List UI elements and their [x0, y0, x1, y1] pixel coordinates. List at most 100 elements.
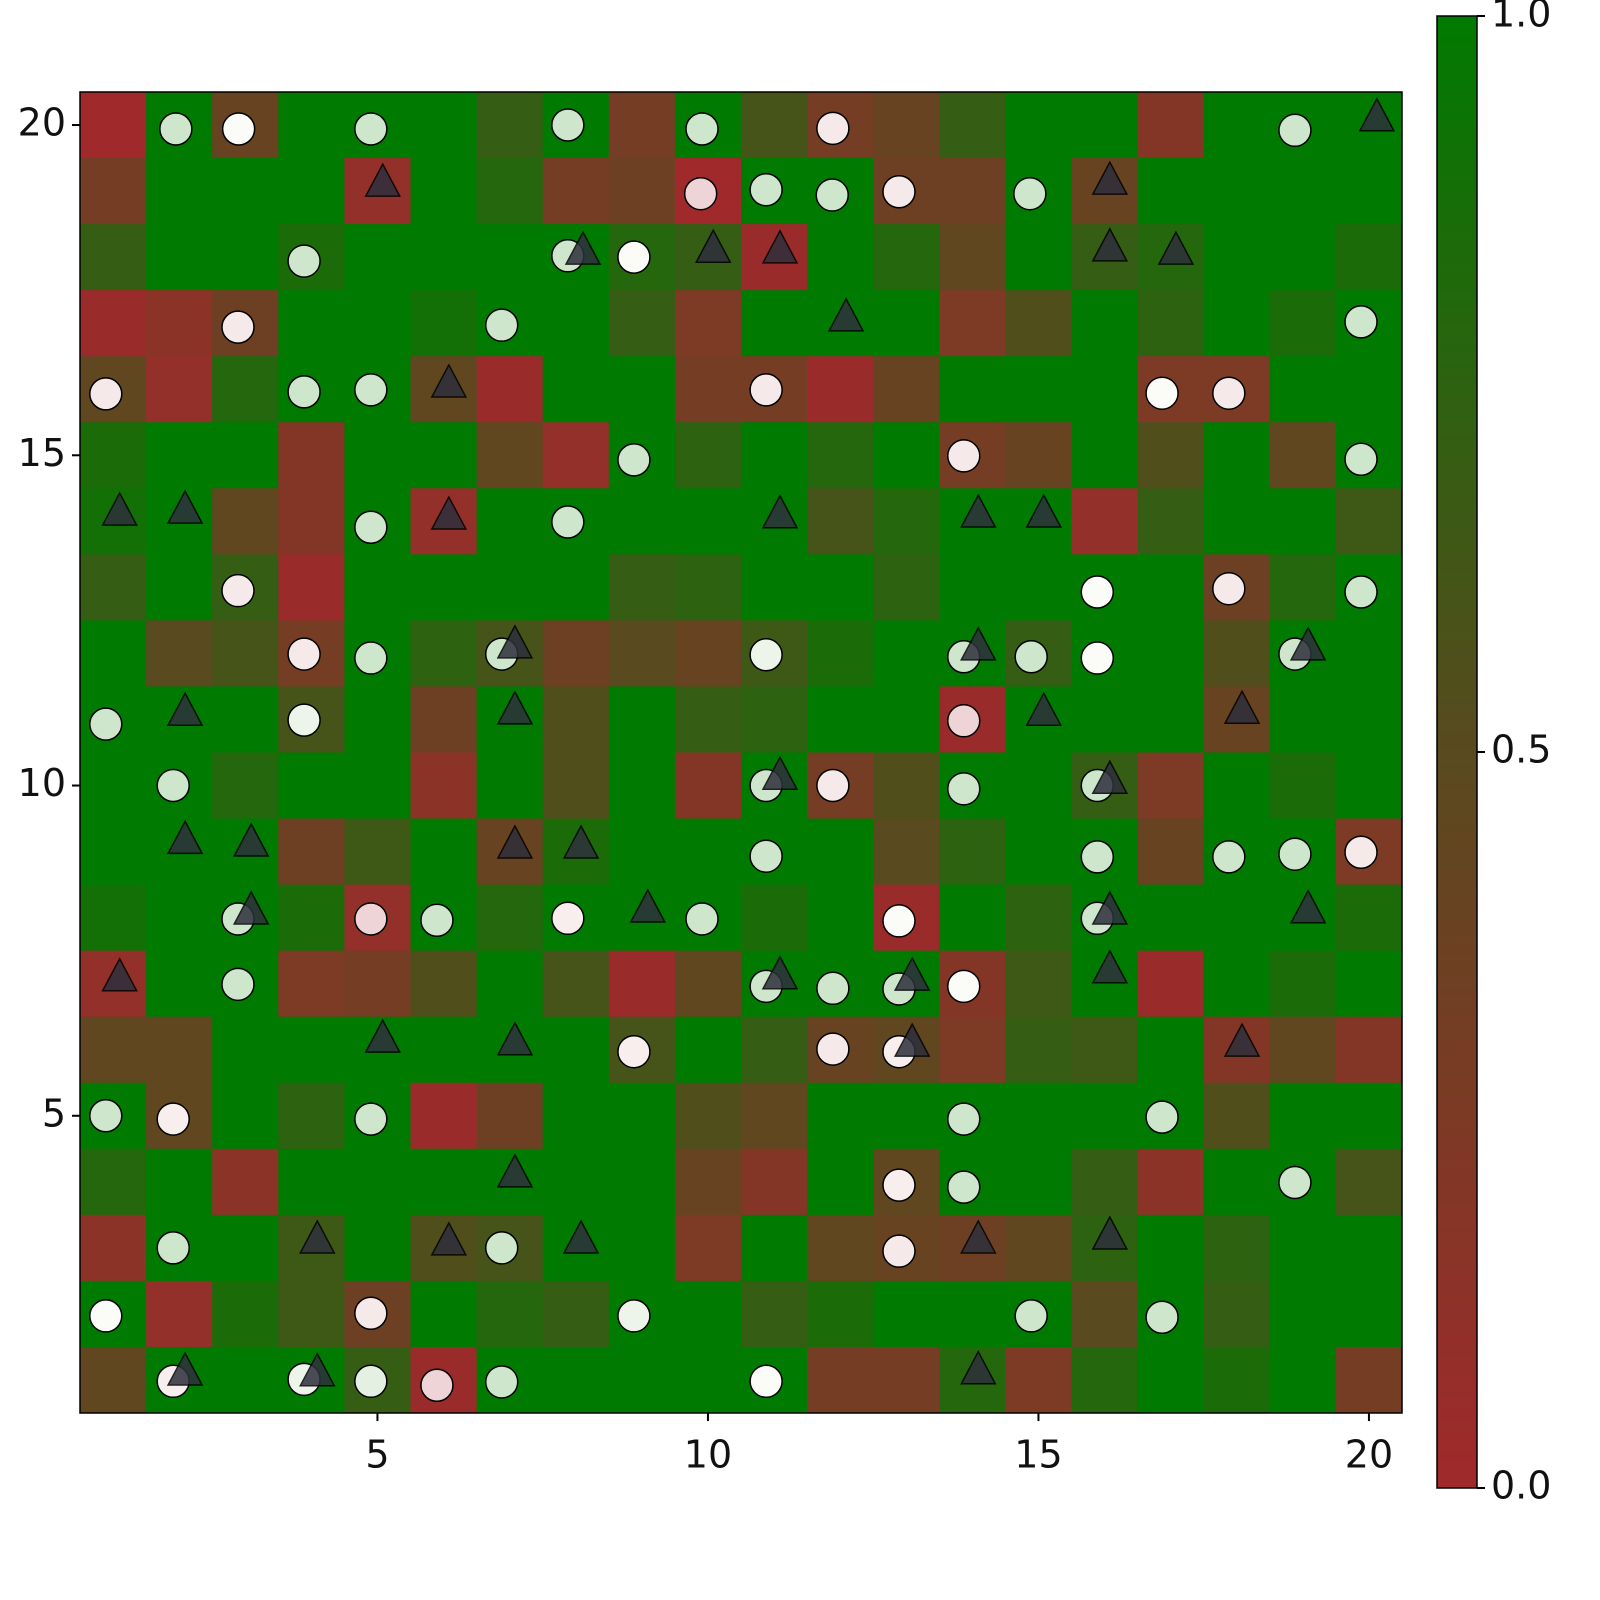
heatmap-cell: [476, 224, 544, 291]
heatmap-cell: [1005, 422, 1072, 489]
heatmap-cell: [542, 1016, 610, 1084]
heatmap-cell: [939, 1280, 1006, 1348]
heatmap-cell: [344, 422, 411, 489]
circle-marker: [749, 637, 783, 672]
heatmap-cell: [212, 488, 279, 555]
triangle-marker: [761, 755, 799, 791]
y-tick-label: 5: [42, 1091, 66, 1135]
heatmap-cell: [410, 950, 478, 1018]
heatmap-cell: [80, 1214, 147, 1282]
triangle-marker: [1025, 691, 1062, 726]
heatmap-cell: [410, 1016, 478, 1084]
heatmap-cell: [212, 1214, 279, 1282]
heatmap-cell: [212, 1346, 279, 1414]
heatmap-cell: [146, 620, 213, 687]
heatmap-cell: [80, 158, 147, 225]
circle-marker: [1080, 575, 1115, 609]
heatmap-cell: [608, 290, 676, 357]
heatmap-cell: [476, 488, 544, 555]
heatmap-cell: [1335, 1346, 1403, 1414]
heatmap-cell: [608, 752, 676, 820]
heatmap-cell: [674, 620, 742, 687]
heatmap-cell: [674, 1016, 742, 1084]
heatmap-cell: [410, 1082, 478, 1150]
circle-marker: [882, 904, 916, 938]
heatmap-cell: [344, 686, 411, 753]
triangle-marker: [166, 819, 204, 855]
heatmap-cell: [608, 620, 676, 687]
heatmap-cell: [608, 554, 676, 621]
circle-marker: [1080, 641, 1115, 675]
heatmap-cell: [410, 290, 478, 357]
heatmap-cell: [741, 1214, 808, 1282]
heatmap-cell: [873, 818, 940, 886]
heatmap-cell: [1005, 1148, 1072, 1216]
x-tick-label: 20: [1345, 1433, 1393, 1477]
heatmap-cell: [278, 488, 345, 555]
heatmap-cell: [344, 290, 411, 357]
heatmap-cell: [807, 818, 874, 886]
heatmap-cell: [807, 1082, 874, 1150]
heatmap-cell: [278, 1016, 345, 1084]
heatmap-cell: [873, 620, 940, 687]
triangle-marker: [232, 822, 270, 857]
heatmap-cell: [278, 92, 345, 159]
circle-marker: [1212, 840, 1246, 874]
heatmap-cell: [344, 1214, 411, 1282]
heatmap-cell: [939, 356, 1006, 423]
heatmap-cell: [1203, 1346, 1271, 1414]
heatmap-cell: [410, 92, 478, 159]
heatmap-cell: [873, 686, 940, 753]
heatmap-cell: [608, 1346, 676, 1414]
heatmap-cell: [476, 92, 544, 159]
heatmap-cell: [542, 1082, 610, 1150]
heatmap-cell: [212, 752, 279, 820]
heatmap-cell: [80, 224, 147, 291]
circle-marker: [947, 704, 981, 738]
heatmap-cell: [278, 950, 345, 1018]
heatmap-cell: [873, 488, 940, 555]
heatmap-cell: [212, 620, 279, 687]
circle-marker: [221, 573, 255, 608]
circle-marker: [617, 1299, 651, 1333]
x-tick-label: 10: [684, 1433, 732, 1477]
circle-marker: [1344, 442, 1378, 476]
heatmap-cell: [278, 1082, 345, 1150]
heatmap-cell: [1137, 554, 1205, 621]
heatmap-cell: [807, 1214, 874, 1282]
plot-frame: [79, 91, 1403, 1414]
x-tick-label: 15: [1014, 1433, 1062, 1477]
heatmap-cell: [146, 1016, 213, 1084]
heatmap-cell: [807, 1148, 874, 1216]
heatmap-cell: [278, 290, 345, 357]
x-tick-label: 5: [365, 1433, 389, 1477]
triangle-marker: [1223, 1022, 1261, 1057]
circle-marker: [749, 373, 783, 407]
heatmap-cell: [80, 1346, 147, 1414]
circle-marker: [354, 510, 388, 545]
heatmap-cell: [1005, 224, 1072, 291]
heatmap-cell: [410, 554, 478, 621]
heatmap-cell: [212, 1148, 279, 1216]
heatmap-cell: [1269, 488, 1337, 555]
circle-marker: [287, 703, 321, 737]
circle-marker: [749, 173, 783, 207]
heatmap-cell: [807, 554, 874, 621]
heatmap-cell: [542, 620, 610, 687]
heatmap-cell: [212, 1280, 279, 1348]
heatmap-cell: [608, 686, 676, 753]
triangle-marker: [430, 363, 468, 398]
circle-marker: [1344, 575, 1378, 609]
heatmap-cell: [608, 158, 676, 225]
heatmap-cell: [1005, 950, 1072, 1018]
heatmap-cell: [608, 488, 676, 555]
heatmap-cell: [741, 686, 808, 753]
heatmap-cell: [1137, 752, 1205, 820]
heatmap-cell: [674, 1214, 742, 1282]
triangle-marker: [166, 691, 204, 726]
heatmap-cell: [146, 224, 213, 291]
heatmap-cell: [1269, 686, 1337, 753]
circle-marker: [287, 244, 321, 278]
colorbar-tick-label: 0.5: [1491, 728, 1551, 772]
circle-marker: [287, 375, 321, 409]
